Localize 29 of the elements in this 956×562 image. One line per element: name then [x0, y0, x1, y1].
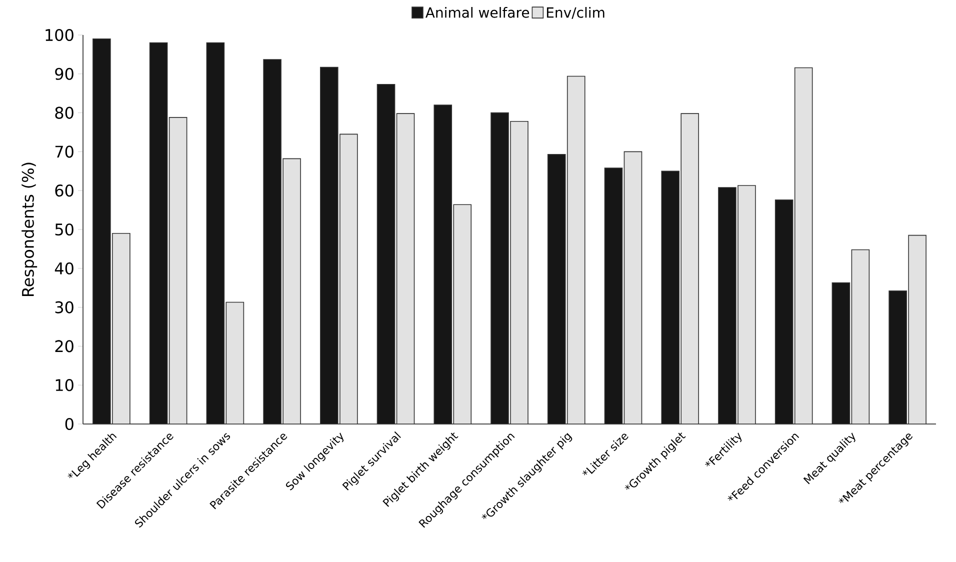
legend-label: Env/clim — [546, 6, 604, 19]
y-tick-label: 100 — [46, 28, 74, 42]
bar — [226, 302, 244, 424]
y-tick-label: 80 — [55, 106, 74, 119]
bar — [282, 158, 301, 424]
bar — [738, 185, 756, 424]
bar — [453, 204, 472, 424]
bar — [168, 117, 188, 424]
bar — [396, 113, 415, 424]
y-tick-label: 40 — [54, 262, 74, 274]
bar — [851, 249, 870, 424]
bar — [340, 134, 358, 424]
y-tick-label: 20 — [55, 340, 74, 352]
y-tick-label: 60 — [55, 184, 74, 197]
y-axis-title: Respondents (%) — [22, 162, 38, 296]
bar — [908, 234, 926, 424]
bar — [566, 76, 586, 424]
y-tick-label: 30 — [55, 301, 74, 314]
y-tick-label: 10 — [56, 379, 74, 392]
bar — [624, 151, 642, 424]
y-tick-label: 50 — [55, 223, 74, 236]
legend-label: Animal welfare — [425, 6, 530, 18]
y-tick-label: 90 — [55, 68, 74, 80]
bar — [510, 120, 528, 424]
bar — [680, 113, 699, 424]
y-tick-label: 70 — [55, 146, 74, 158]
bar — [112, 232, 130, 424]
bar — [794, 67, 813, 424]
y-tick-label: 0 — [65, 418, 74, 430]
